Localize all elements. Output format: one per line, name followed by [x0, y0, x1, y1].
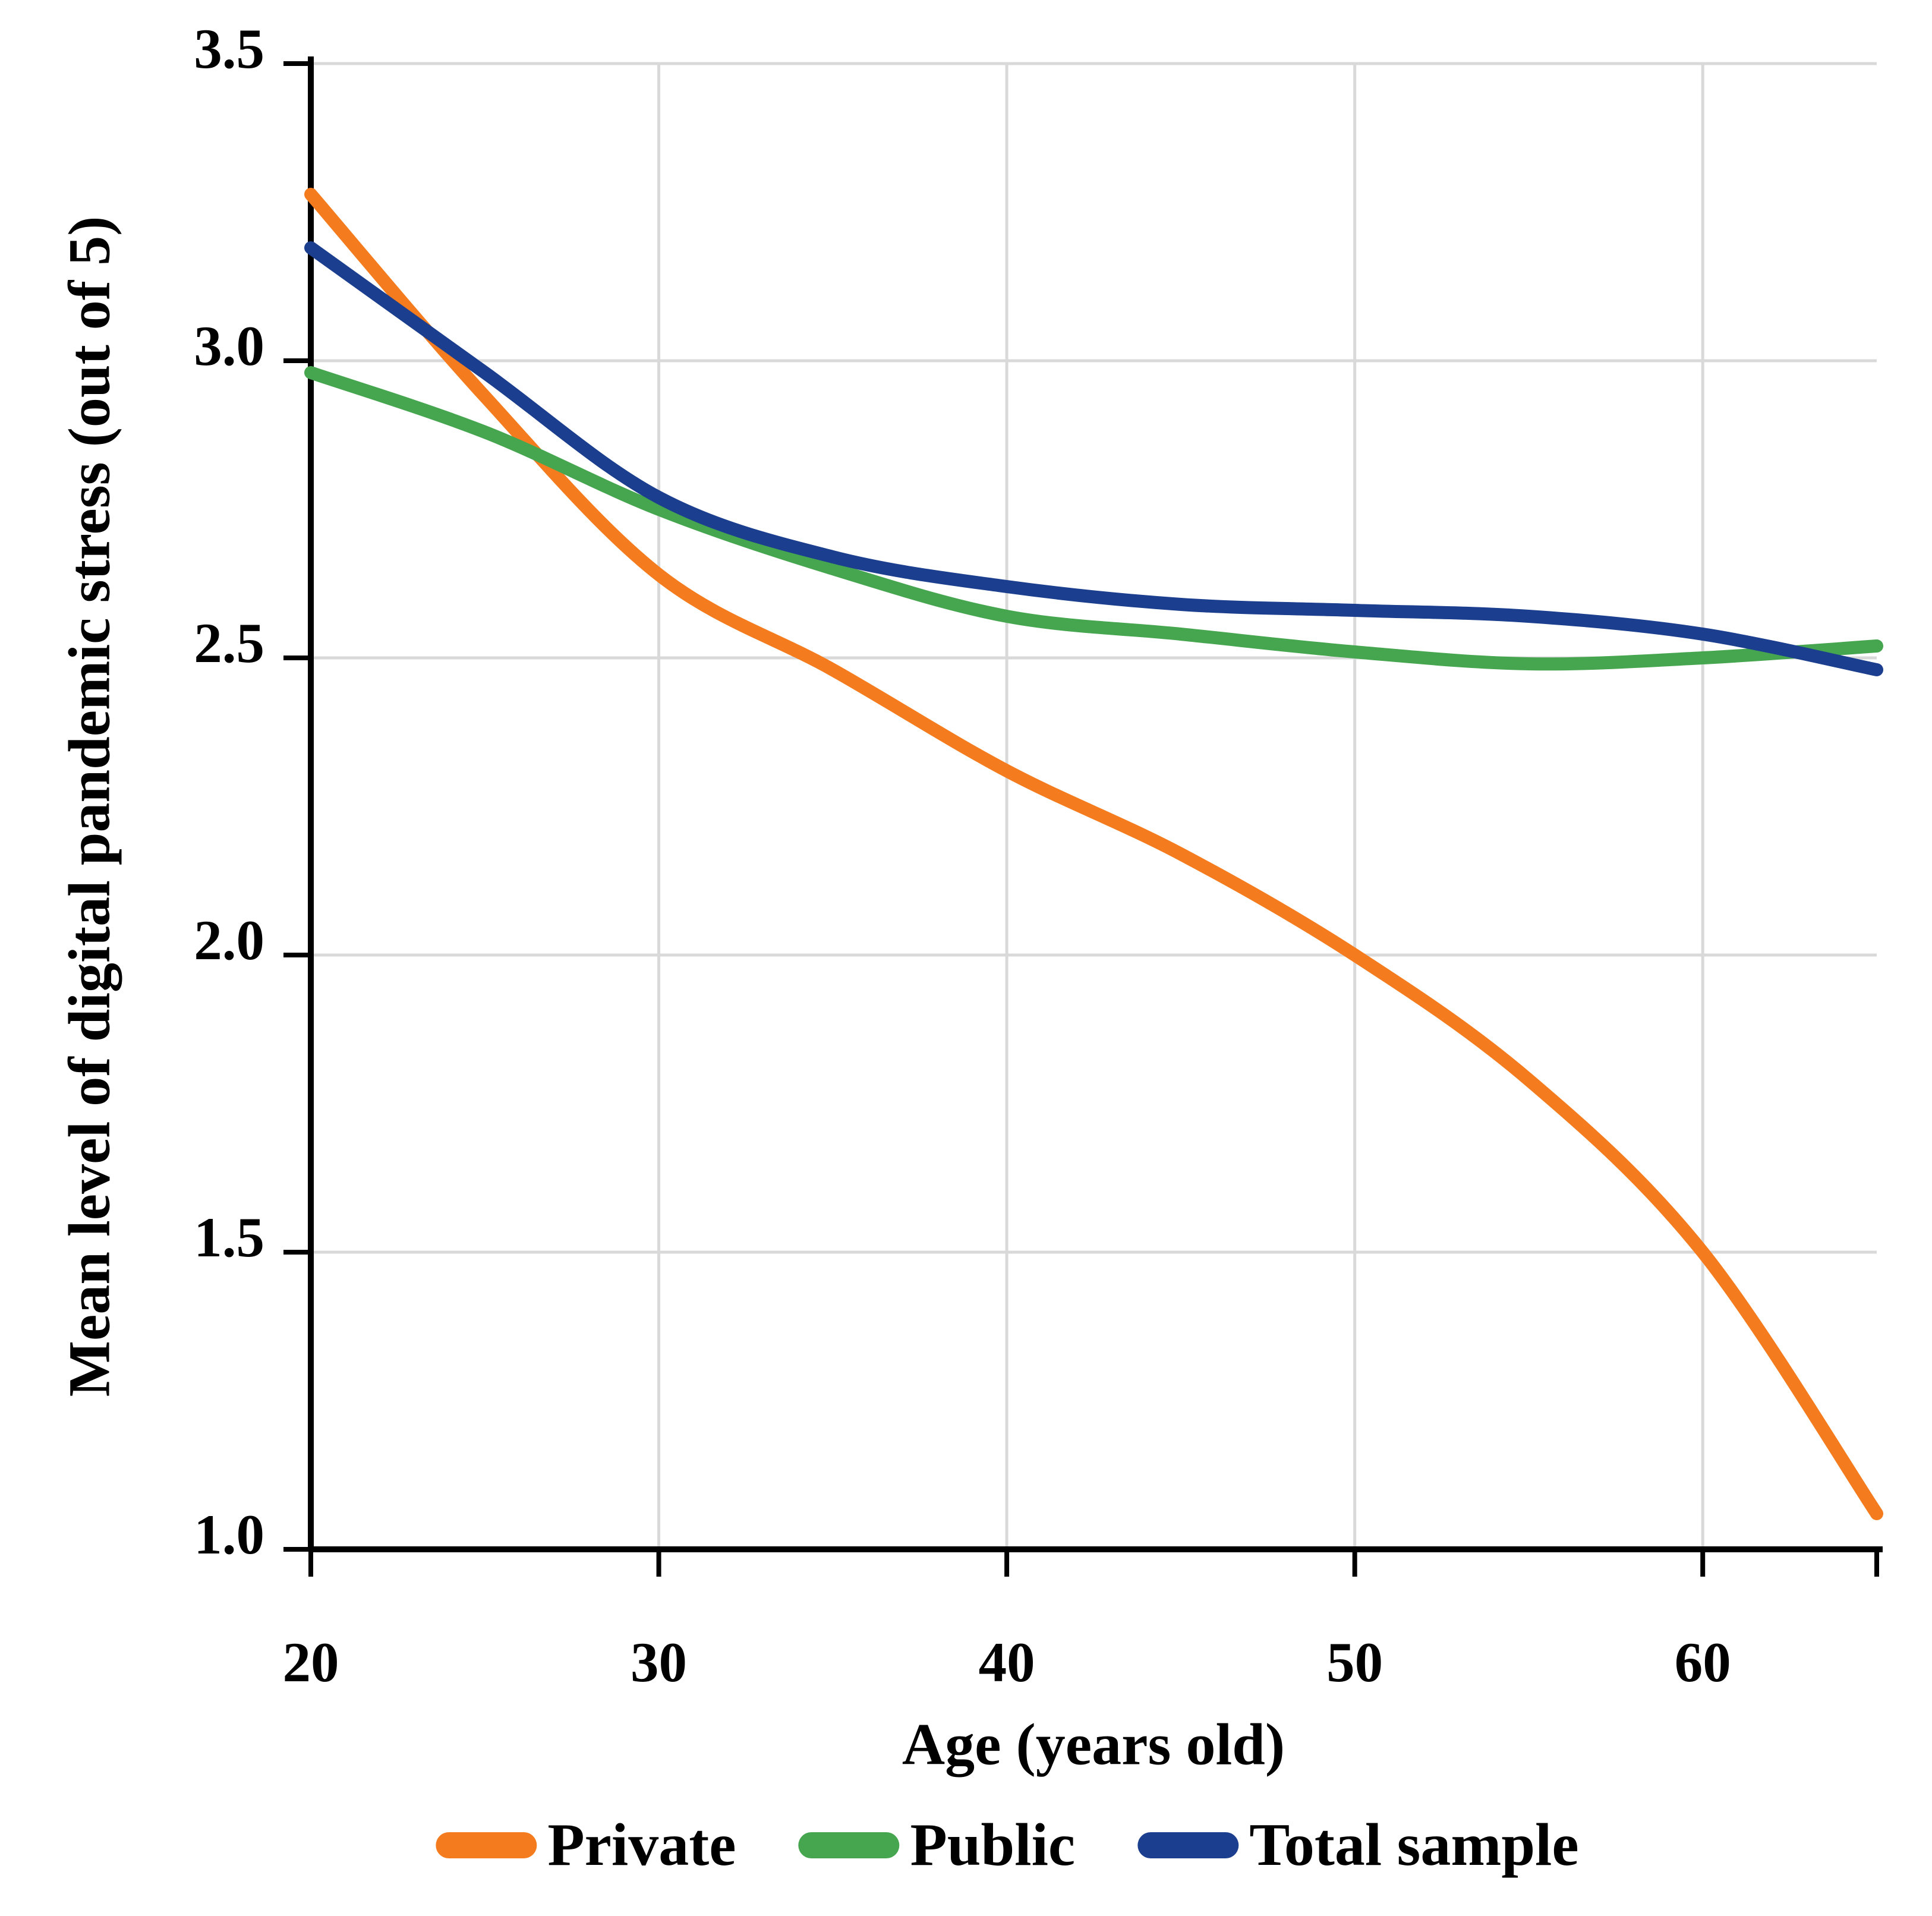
legend-label-total-sample: Total sample — [1249, 1811, 1579, 1879]
x-tick-label: 40 — [978, 1631, 1035, 1694]
x-tick-label: 60 — [1674, 1631, 1731, 1694]
y-tick-label: 3.0 — [194, 314, 264, 377]
legend-swatch-private — [436, 1832, 537, 1858]
series-line-private — [304, 188, 1883, 1520]
legend-swatch-total-sample — [1137, 1832, 1239, 1858]
legend-item-public: Public — [798, 1810, 1075, 1881]
x-axis-title: Age (years old) — [902, 1711, 1285, 1778]
x-tick-label: 30 — [631, 1631, 688, 1694]
y-tick-label: 3.5 — [194, 17, 264, 80]
legend-item-total-sample: Total sample — [1137, 1810, 1579, 1881]
legend-label-public: Public — [910, 1811, 1076, 1879]
x-tick-label: 20 — [282, 1631, 339, 1694]
series-line-total-sample — [304, 241, 1883, 676]
y-tick-label: 1.5 — [194, 1206, 264, 1269]
y-tick-label: 1.0 — [194, 1503, 264, 1566]
y-tick-label: 2.5 — [194, 612, 264, 675]
legend-swatch-public — [798, 1832, 900, 1858]
series-line-public — [304, 366, 1883, 671]
x-tick-label: 50 — [1326, 1631, 1383, 1694]
legend-item-private: Private — [436, 1810, 736, 1881]
y-tick-label: 2.0 — [194, 909, 264, 972]
legend: Private Public Total sample — [436, 1810, 1579, 1881]
legend-label-private: Private — [547, 1811, 736, 1879]
